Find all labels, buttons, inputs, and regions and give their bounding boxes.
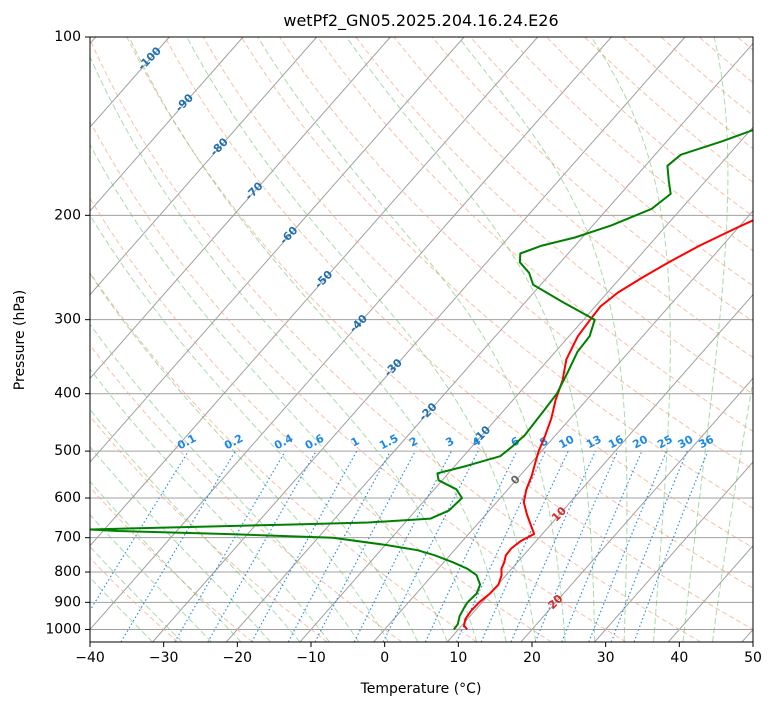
isotherm-line — [90, 37, 318, 296]
moist-adiabat-line — [682, 37, 729, 642]
dry-adiabat-line — [90, 271, 477, 642]
y-tick-label: 1000 — [45, 621, 81, 637]
dry-adiabat-line — [126, 37, 753, 630]
dry-adiabat-line — [90, 197, 552, 642]
mixing-ratio-label: 36 — [696, 432, 716, 451]
y-tick-label: 700 — [54, 530, 81, 546]
moist-adiabat-line — [186, 37, 537, 642]
moist-adiabat-line — [458, 37, 628, 642]
mixing-ratio-line — [353, 450, 452, 642]
isotherm-line — [90, 37, 465, 463]
moist-adiabat-line — [346, 37, 596, 642]
moist-adiabat-line — [90, 368, 330, 642]
isotherm-line — [90, 37, 244, 212]
isotherm-label: 30 — [562, 657, 582, 677]
dry-adiabat-line — [90, 344, 403, 642]
dry-adiabat-line — [202, 37, 753, 549]
x-tick-label: 40 — [670, 650, 688, 666]
mixing-ratio-label: 20 — [630, 433, 650, 452]
mixing-ratio-line — [633, 450, 709, 642]
moist-adiabat-line — [90, 55, 478, 642]
mixing-ratio-line — [251, 450, 358, 642]
isotherm-line — [520, 377, 753, 642]
plot-frame — [89, 36, 754, 643]
mixing-ratio-line — [561, 450, 643, 642]
x-tick-label: −10 — [296, 650, 326, 666]
dry-adiabat-line — [240, 37, 753, 509]
y-tick-label: 100 — [54, 29, 81, 45]
moist-adiabat-line — [712, 378, 753, 642]
mixing-ratio-line — [90, 450, 189, 612]
moist-adiabat-line — [257, 37, 566, 642]
x-axis-title: Temperature (°C) — [360, 681, 482, 697]
chart-title: wetPf2_GN05.2025.204.16.24.E26 — [283, 11, 558, 31]
moist-adiabat-line — [90, 272, 389, 642]
x-tick-label: 50 — [744, 650, 762, 666]
moist-adiabat-line — [90, 408, 301, 642]
mixing-ratio-line — [588, 450, 668, 642]
dewpoint-profile-line — [90, 129, 753, 630]
dry-adiabat-line — [164, 37, 753, 589]
x-tick-label: −20 — [223, 650, 253, 666]
x-tick-label: 0 — [380, 650, 389, 666]
x-tick-label: 10 — [449, 650, 467, 666]
dry-adiabat-line — [431, 37, 753, 322]
isotherm-line — [90, 37, 391, 380]
isotherm-line — [90, 37, 539, 547]
y-tick-label: 600 — [54, 490, 81, 506]
moist-adiabat-line — [90, 576, 153, 642]
y-tick-label: 300 — [54, 312, 81, 328]
y-axis-title: Pressure (hPa) — [12, 290, 28, 390]
y-tick-label: 800 — [54, 564, 81, 580]
isotherm-line — [225, 42, 753, 642]
dry-adiabat-line — [90, 486, 253, 642]
x-tick-label: −30 — [149, 650, 179, 666]
mixing-ratio-label: 30 — [676, 433, 696, 452]
moist-adiabat-line — [90, 545, 183, 642]
profile-lines — [90, 129, 753, 631]
y-tick-label: 200 — [54, 207, 81, 223]
moist-adiabat-line — [90, 323, 360, 642]
dry-adiabat-line — [393, 37, 753, 358]
temperature-profile-line — [463, 219, 753, 631]
x-tick-label: 20 — [523, 650, 541, 666]
x-tick-label: −40 — [75, 650, 105, 666]
y-tick-label: 500 — [54, 443, 81, 459]
background-lines — [90, 37, 753, 642]
axes: −40 −30 −20 −10 0 10 20 30 40 50 1000 900 800 700 600 5… — [45, 29, 762, 666]
moist-adiabat-line — [90, 480, 242, 642]
y-tick-label: 400 — [54, 386, 81, 402]
dry-adiabat-line — [90, 38, 701, 642]
isotherm-line — [90, 37, 612, 631]
mixing-ratio-label: 25 — [655, 433, 675, 452]
mixing-ratio-label: 16 — [606, 433, 626, 452]
isotherm-line — [373, 210, 753, 642]
dry-adiabat-line — [279, 37, 753, 471]
moist-adiabat-line — [90, 143, 448, 642]
moist-adiabat-line — [590, 37, 671, 642]
mixing-ratio-line — [610, 450, 688, 642]
mixing-ratio-label: 13 — [584, 433, 604, 452]
dry-adiabat-line — [90, 415, 328, 642]
mixing-ratio-line — [510, 450, 597, 642]
mixing-ratio-line — [382, 450, 479, 642]
isotherm-line — [594, 461, 753, 642]
dry-adiabat-line — [90, 120, 627, 642]
moist-adiabat-line — [90, 513, 212, 642]
isotherm-line — [446, 293, 753, 642]
mixing-ratio-label: 10 — [557, 433, 577, 452]
isotherm-line — [152, 37, 686, 642]
x-tick-label: 30 — [597, 650, 615, 666]
mixing-ratio-line — [207, 450, 317, 642]
mixing-ratio-line — [534, 450, 619, 642]
y-tick-label: 900 — [54, 594, 81, 610]
mixing-ratio-line — [287, 450, 391, 642]
moist-adiabat-line — [90, 213, 419, 642]
dry-adiabat-line — [317, 37, 753, 432]
